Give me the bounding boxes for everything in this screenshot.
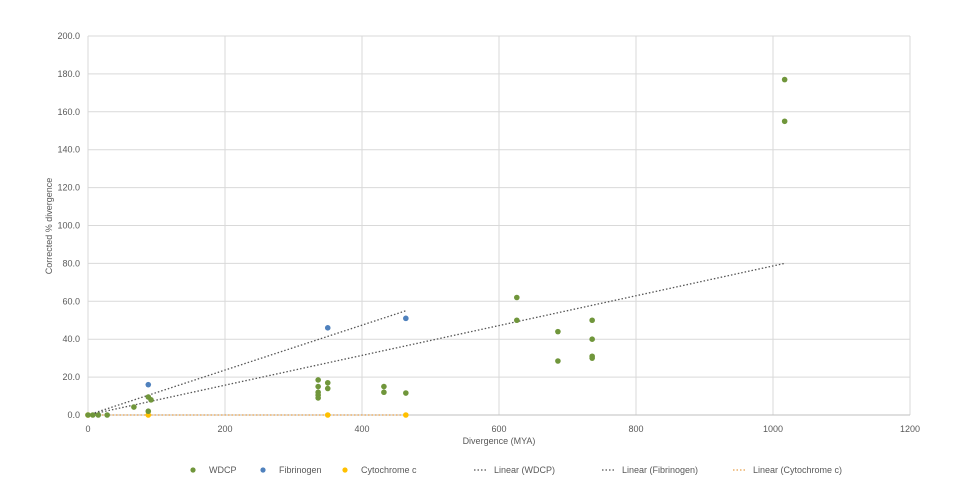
y-tick-label: 180.0 [57,69,80,79]
data-point [381,389,387,396]
x-tick-label: 800 [628,424,643,434]
data-point [324,412,331,418]
legend-label: Linear (Fibrinogen) [622,465,698,475]
data-point [324,385,331,392]
data-point [104,412,110,418]
legend: WDCP Fibrinogen Cytochrome c Linear (WDCP) L… [190,465,842,475]
trendlines [87,262,785,416]
data-point [514,294,520,301]
data-point [95,412,102,418]
data-point [381,383,387,390]
data-point [403,390,409,396]
y-tick-label: 80.0 [62,258,80,268]
x-tick-label: 0 [85,424,90,434]
legend-marker [260,467,266,473]
legend-label: Linear (Cytochrome c) [753,465,842,475]
x-tick-label: 200 [217,424,232,434]
y-tick-label: 40.0 [62,334,80,344]
x-tick-label: 1000 [763,424,783,434]
x-tick-label: 400 [354,424,369,434]
y-tick-label: 0.0 [67,410,80,420]
y-tick-label: 20.0 [62,372,80,382]
data-point [555,328,561,335]
legend-label: WDCP [209,465,237,475]
y-axis-label: Corrected % divergence [44,178,54,275]
data-point [85,412,91,418]
tick-labels: 0.0 20.0 40.0 60.0 80.0 100.0 120.0 140.0 160.0 1… [57,31,920,434]
y-tick-label: 140.0 [57,145,80,155]
x-axis-label: Divergence (MYA) [463,436,536,446]
data-point [148,397,154,403]
data-point [315,395,321,401]
y-tick-label: 120.0 [57,183,80,193]
data-point [589,355,595,361]
data-point [324,379,331,386]
legend-marker [190,467,196,473]
data-point [403,315,409,322]
legend-label: Fibrinogen [279,465,322,475]
data-point [781,118,788,125]
data-point [315,377,321,383]
y-tick-label: 200.0 [57,31,80,41]
data-point [89,412,96,418]
data-point [145,408,152,415]
y-tick-label: 160.0 [57,107,80,117]
trendline [87,310,407,416]
data-point [315,383,321,390]
data-point [589,317,595,324]
legend-label: Cytochrome c [361,465,417,475]
data-point [324,325,331,331]
x-tick-label: 600 [491,424,506,434]
data-point [403,412,409,418]
data-point [145,381,152,388]
data-point [514,317,520,324]
x-tick-label: 1200 [900,424,920,434]
data-point [781,76,788,83]
data-points [85,76,788,418]
gridlines [87,35,911,416]
data-point [589,336,595,343]
y-tick-label: 60.0 [62,296,80,306]
y-tick-label: 100.0 [57,221,80,231]
data-point [555,358,561,364]
data-point [131,404,137,410]
legend-marker [342,467,348,473]
legend-label: Linear (WDCP) [494,465,555,475]
